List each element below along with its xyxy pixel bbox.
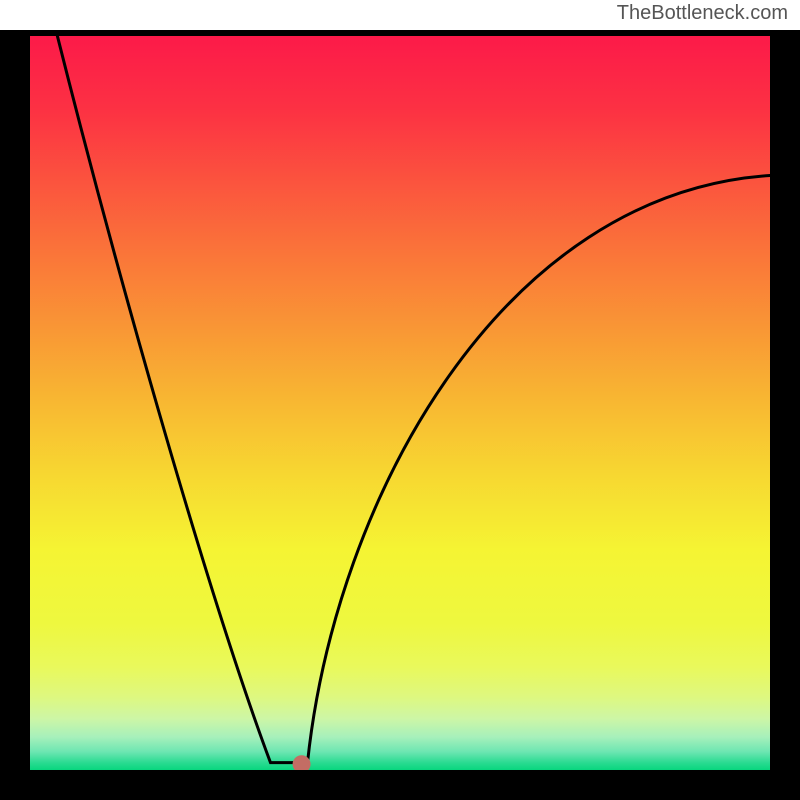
curve-layer [30,36,770,770]
chart-border [0,30,30,800]
chart-border [0,770,800,800]
watermark-text: TheBottleneck.com [617,2,788,25]
chart-border [770,30,800,800]
bottleneck-curve [57,36,770,763]
plot-area [30,36,770,770]
chart-border [0,30,800,36]
chart-container: TheBottleneck.com [0,0,800,800]
